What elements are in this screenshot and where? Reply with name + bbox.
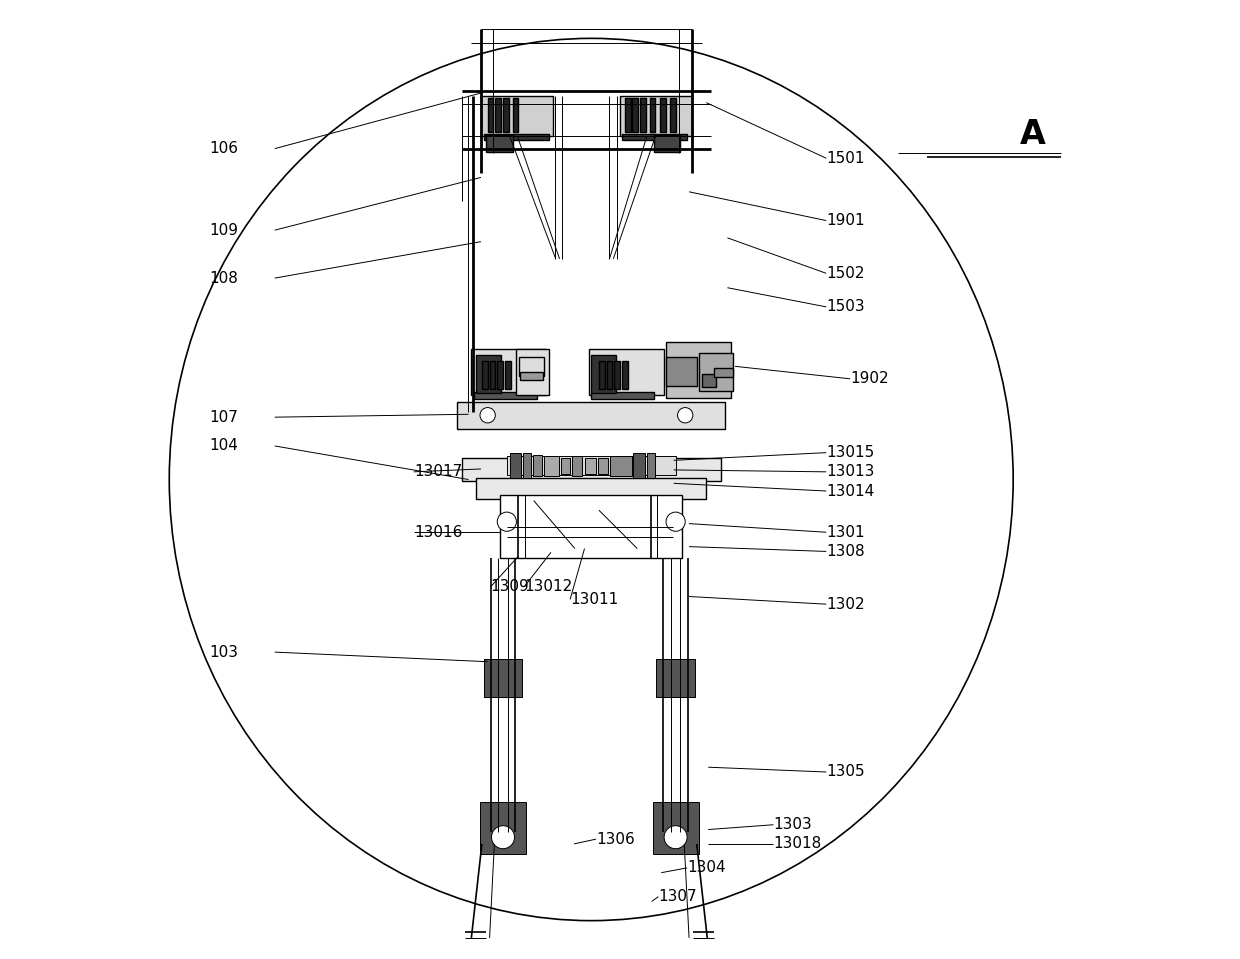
Text: 1306: 1306 [596,831,635,847]
Bar [640,98,646,132]
Circle shape [497,512,516,531]
Text: 1901: 1901 [826,213,864,228]
Text: 13015: 13015 [826,445,874,460]
Bar [500,495,682,558]
Text: 1307: 1307 [658,889,697,904]
Bar [476,355,501,393]
Bar [591,392,653,399]
Text: A: A [1019,118,1045,151]
Text: 109: 109 [210,222,238,238]
Bar [610,456,631,476]
Bar [482,361,487,389]
Text: 1303: 1303 [774,817,812,832]
Bar [533,455,542,476]
Bar [481,96,553,136]
Text: 13014: 13014 [826,483,874,499]
Bar [495,98,501,132]
Text: 1503: 1503 [826,299,864,315]
Bar [634,453,645,478]
Bar [622,134,687,140]
Text: 1902: 1902 [851,371,889,386]
Text: 1302: 1302 [826,596,864,612]
Bar [703,374,715,387]
Text: 13017: 13017 [414,464,463,480]
Text: 103: 103 [210,644,238,660]
Bar [507,456,676,475]
Bar [620,96,692,136]
Bar [647,453,655,478]
Circle shape [666,512,686,531]
Bar [598,458,608,474]
Text: 1502: 1502 [826,266,864,281]
Text: 1301: 1301 [826,525,864,540]
Text: 13012: 13012 [525,579,573,595]
Text: 107: 107 [210,409,238,425]
Bar [471,349,546,395]
Circle shape [480,408,495,423]
Text: 13016: 13016 [414,525,463,540]
Text: 106: 106 [210,141,238,156]
Text: 13011: 13011 [570,592,619,607]
Bar [458,402,725,429]
Bar [714,368,733,377]
Bar [698,353,733,391]
Bar [497,361,503,389]
Bar [650,98,656,132]
Bar [652,802,698,854]
Bar [480,802,526,854]
Bar [589,349,665,395]
Bar [484,659,522,697]
Bar [591,355,616,393]
Bar [625,98,631,132]
Bar [632,98,639,132]
Text: 1305: 1305 [826,764,864,780]
Bar [666,342,732,398]
Bar [523,453,531,478]
Bar [656,659,694,697]
Text: 1501: 1501 [826,151,864,166]
Text: 13018: 13018 [774,836,822,852]
Bar [520,357,544,376]
Circle shape [491,826,515,849]
Bar [487,98,494,132]
Bar [653,135,681,152]
Bar [560,458,570,474]
Bar [572,456,582,476]
Text: 104: 104 [210,438,238,454]
Bar [484,134,549,140]
Bar [660,98,666,132]
Circle shape [665,826,687,849]
Bar [606,361,613,389]
Text: 1304: 1304 [687,860,725,876]
Bar [622,361,627,389]
Text: 13013: 13013 [826,464,874,480]
Bar [461,458,720,481]
Text: 1308: 1308 [826,544,864,559]
Text: 1309: 1309 [491,579,529,595]
Bar [516,349,549,395]
Bar [476,478,707,499]
Bar [503,98,508,132]
Bar [490,361,495,389]
Bar [521,372,543,380]
Bar [474,392,537,399]
Circle shape [677,408,693,423]
Bar [486,135,512,152]
Bar [614,361,620,389]
Bar [510,453,521,478]
Bar [505,361,511,389]
Bar [512,98,518,132]
Bar [584,458,596,474]
Bar [544,456,559,476]
Bar [666,357,697,386]
Bar [670,98,676,132]
Text: 108: 108 [210,270,238,286]
Bar [599,361,605,389]
